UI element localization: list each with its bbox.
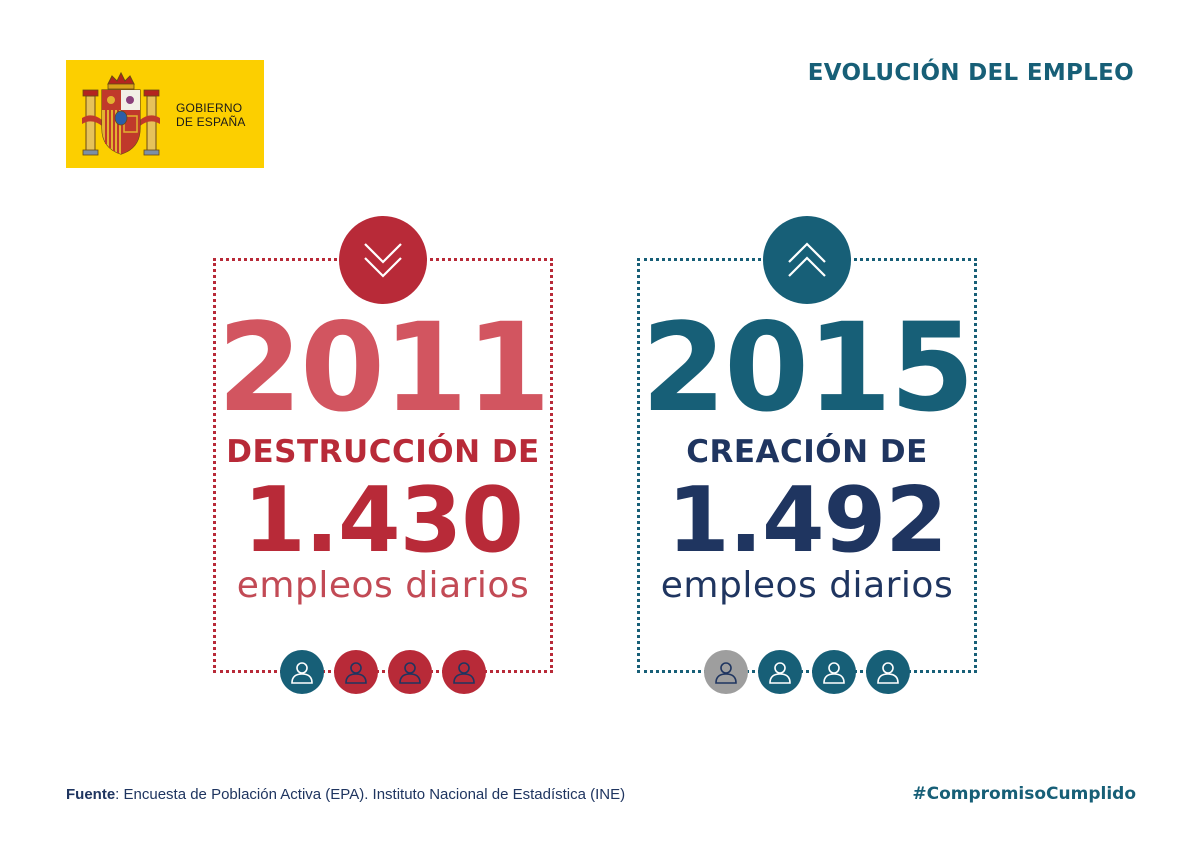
destruction-count: 1.430 [243, 468, 524, 573]
logo-line-2: DE ESPAÑA [176, 115, 246, 129]
creation-label: CREACIÓN DE [686, 434, 928, 470]
person-icon [758, 650, 802, 694]
chevron-down-icon [364, 243, 402, 278]
chevron-up-icon [788, 242, 826, 277]
year-2015: 2015 [641, 297, 975, 439]
logo-line-1: GOBIERNO [176, 101, 243, 115]
people-row-2015 [640, 650, 974, 694]
coat-of-arms-icon [82, 71, 160, 156]
page-title: EVOLUCIÓN DEL EMPLEO [807, 60, 1134, 86]
creation-count: 1.492 [667, 468, 948, 573]
badge-down [339, 216, 427, 304]
person-icon [280, 650, 324, 694]
creation-unit: empleos diarios [660, 565, 954, 606]
source-note: Fuente: Encuesta de Población Activa (EP… [66, 786, 625, 803]
person-icon [442, 650, 486, 694]
hashtag[interactable]: #CompromisoCumplido [912, 784, 1136, 804]
person-icon [866, 650, 910, 694]
gobierno-logo: GOBIERNO DE ESPAÑA [66, 60, 264, 168]
panel-2011: 2011 DESTRUCCIÓN DE 1.430 empleos diario… [213, 216, 553, 694]
logo-text: GOBIERNO DE ESPAÑA [176, 101, 246, 129]
person-icon [388, 650, 432, 694]
badge-up [763, 216, 851, 304]
destruction-unit: empleos diarios [236, 565, 530, 606]
person-icon [812, 650, 856, 694]
destruction-label: DESTRUCCIÓN DE [226, 434, 540, 470]
people-row-2011 [216, 650, 550, 694]
panel-2015: 2015 CREACIÓN DE 1.492 empleos diarios [637, 216, 977, 694]
source-label: Fuente [66, 786, 116, 803]
year-2011: 2011 [217, 297, 551, 439]
person-icon [334, 650, 378, 694]
source-text: : Encuesta de Población Activa (EPA). In… [115, 786, 626, 803]
person-icon [704, 650, 748, 694]
